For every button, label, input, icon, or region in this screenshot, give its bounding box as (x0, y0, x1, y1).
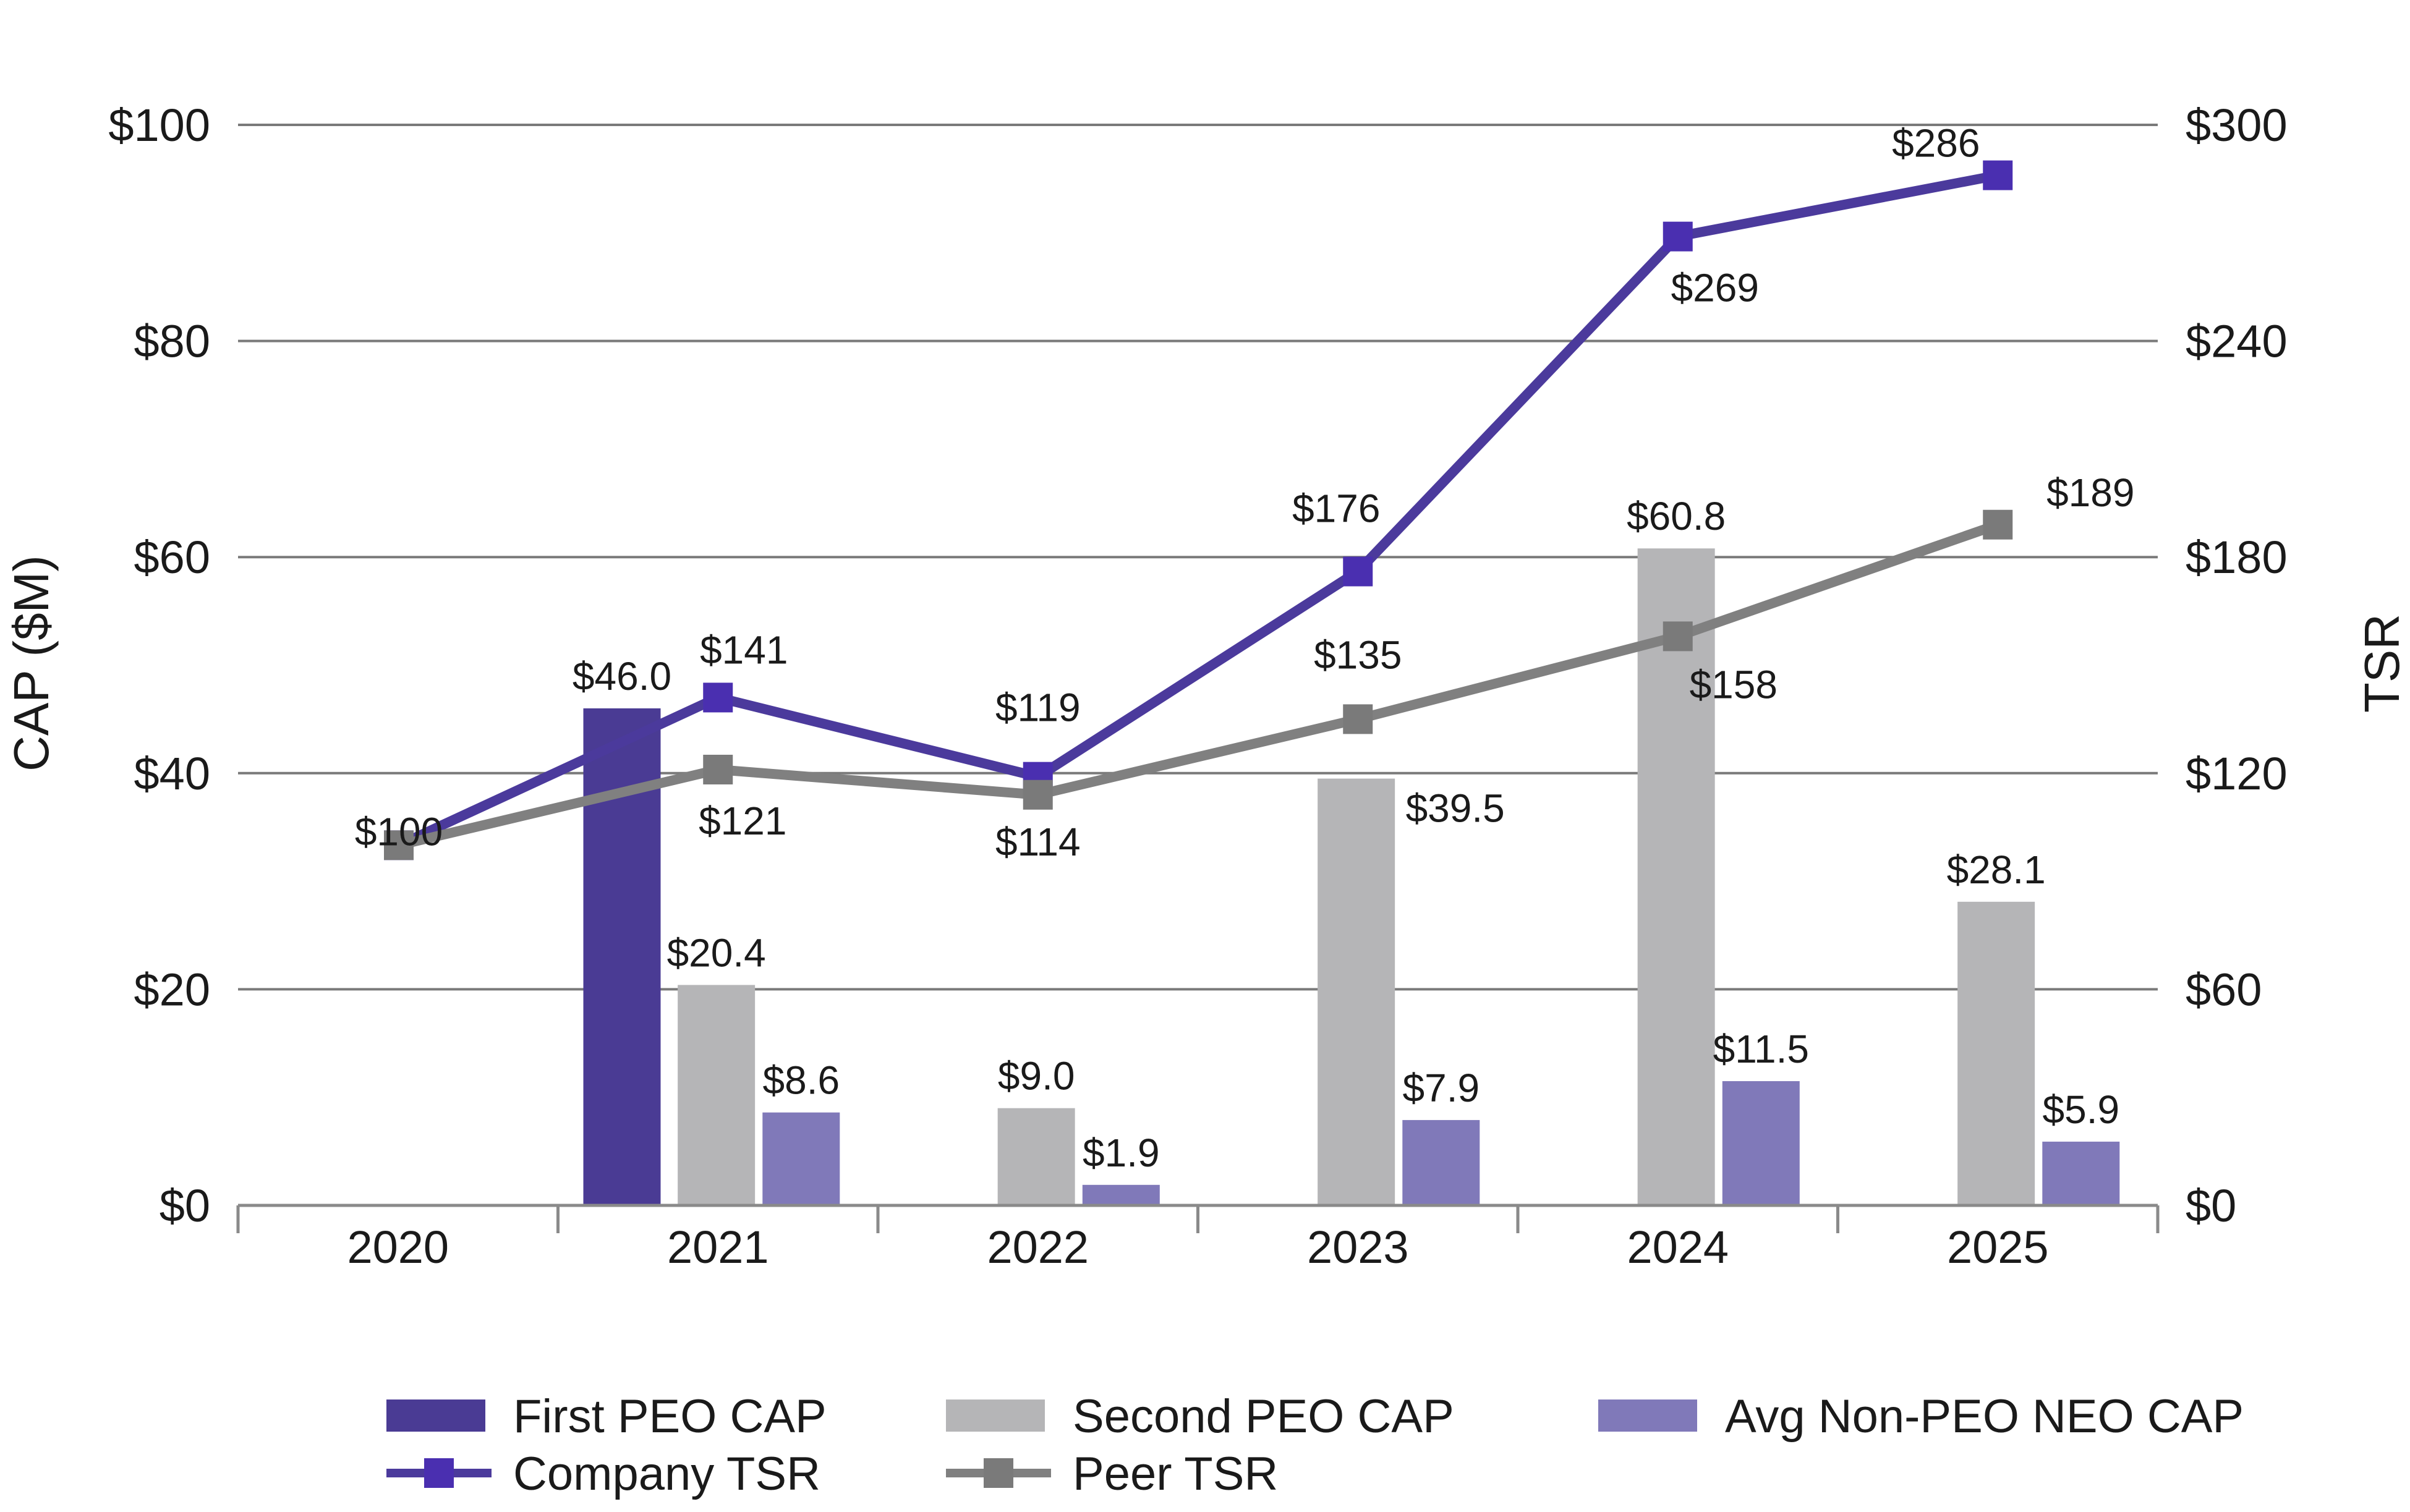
bar (762, 1112, 840, 1205)
data-labels: $46.0 $20.4 $9.0 $39.5 $60.8 $28.1 $8.6 $1.9 $7.… (355, 121, 2135, 1175)
legend-swatch (1598, 1399, 1697, 1432)
tsr-marker (1343, 556, 1373, 587)
tsr-lines (384, 160, 2013, 860)
bar (997, 1108, 1075, 1205)
y2-tick-label: $60 (2186, 964, 2262, 1015)
y-tick-label: $80 (134, 316, 210, 367)
tsr-marker (703, 754, 733, 784)
line-data-label: $189 (2046, 470, 2134, 515)
bar-data-label: $1.9 (1083, 1131, 1160, 1175)
bar (1402, 1119, 1480, 1205)
bar-data-label: $8.6 (763, 1058, 840, 1103)
legend-label: Peer TSR (1073, 1448, 1278, 1500)
x-tick-label: 2022 (987, 1221, 1089, 1273)
bar-data-label: $60.8 (1627, 494, 1726, 538)
x-tick-label: 2020 (347, 1221, 449, 1273)
y2-tick-label: $180 (2186, 532, 2288, 583)
tsr-marker (384, 830, 414, 860)
line-data-label: $114 (995, 820, 1081, 864)
line-data-label: $158 (1690, 662, 1778, 707)
tsr-line (396, 170, 1999, 850)
bar (1082, 1184, 1160, 1205)
legend-label: Avg Non-PEO NEO CAP (1725, 1390, 2244, 1443)
bar (1318, 778, 1395, 1205)
line-data-label: $135 (1314, 632, 1402, 677)
bar-data-label: $46.0 (573, 654, 671, 699)
bar (1722, 1081, 1800, 1205)
tsr-marker (1343, 704, 1373, 734)
bars (583, 548, 2120, 1205)
bar (1957, 901, 2035, 1205)
bar-data-label: $20.4 (667, 930, 766, 975)
y-tick-label: $20 (134, 964, 210, 1015)
tsr-marker (703, 682, 733, 713)
x-tick-label: 2023 (1307, 1221, 1409, 1273)
line-data-label: $141 (700, 627, 788, 672)
x-tick-label: 2025 (1947, 1221, 2049, 1273)
legend-label: First PEO CAP (513, 1390, 827, 1443)
y2-tick-label: $300 (2186, 100, 2288, 151)
line-data-label: $269 (1671, 266, 1759, 310)
bar (2042, 1141, 2120, 1205)
tsr-marker (1663, 621, 1693, 652)
bar (1637, 548, 1715, 1205)
y-tick-label: $0 (160, 1180, 210, 1231)
axes: $0 $0 $20 $60 $40 $120 $60 $180 $80 $240 $100 $300 2… (108, 100, 2287, 1273)
bar-data-label: $11.5 (1713, 1027, 1809, 1071)
x-tick-label: 2024 (1627, 1221, 1729, 1273)
line-data-label: $286 (1892, 121, 1980, 166)
line-data-label: $176 (1292, 486, 1380, 531)
y2-tick-label: $240 (2186, 316, 2288, 367)
bar-data-label: $39.5 (1406, 786, 1505, 831)
legend-marker (984, 1458, 1013, 1488)
y-tick-label: $60 (134, 532, 210, 583)
y-tick-label: $40 (134, 748, 210, 799)
legend-marker (424, 1458, 454, 1488)
tsr-marker (1983, 509, 2013, 540)
line-data-label: $121 (699, 799, 786, 843)
legend-swatch (946, 1399, 1045, 1432)
bar-data-label: $9.0 (998, 1054, 1075, 1098)
legend: First PEO CAP Second PEO CAP Avg Non-PEO N… (386, 1390, 2244, 1500)
line-data-label: $119 (995, 686, 1081, 730)
tsr-marker (1983, 160, 2013, 190)
tsr-line (398, 520, 1999, 851)
y2-tick-label: $120 (2186, 748, 2288, 799)
bar-data-label: $5.9 (2043, 1087, 2120, 1132)
bar-data-label: $7.9 (1403, 1066, 1480, 1110)
y2-tick-label: $0 (2186, 1180, 2236, 1231)
y-axis-title: CAP ($M) (4, 555, 59, 771)
tsr-marker (1023, 779, 1053, 810)
bar-data-label: $28.1 (1947, 847, 2046, 892)
bar (678, 985, 756, 1205)
x-tick-label: 2021 (667, 1221, 769, 1273)
y-tick-label: $100 (108, 100, 210, 151)
y2-axis-title: TSR (2354, 614, 2409, 713)
line-data-label: $100 (355, 809, 443, 854)
legend-label: Company TSR (513, 1448, 820, 1500)
legend-label: Second PEO CAP (1073, 1390, 1454, 1443)
legend-swatch (386, 1399, 485, 1432)
grid-lines (238, 124, 2158, 991)
tsr-marker (1663, 221, 1693, 252)
